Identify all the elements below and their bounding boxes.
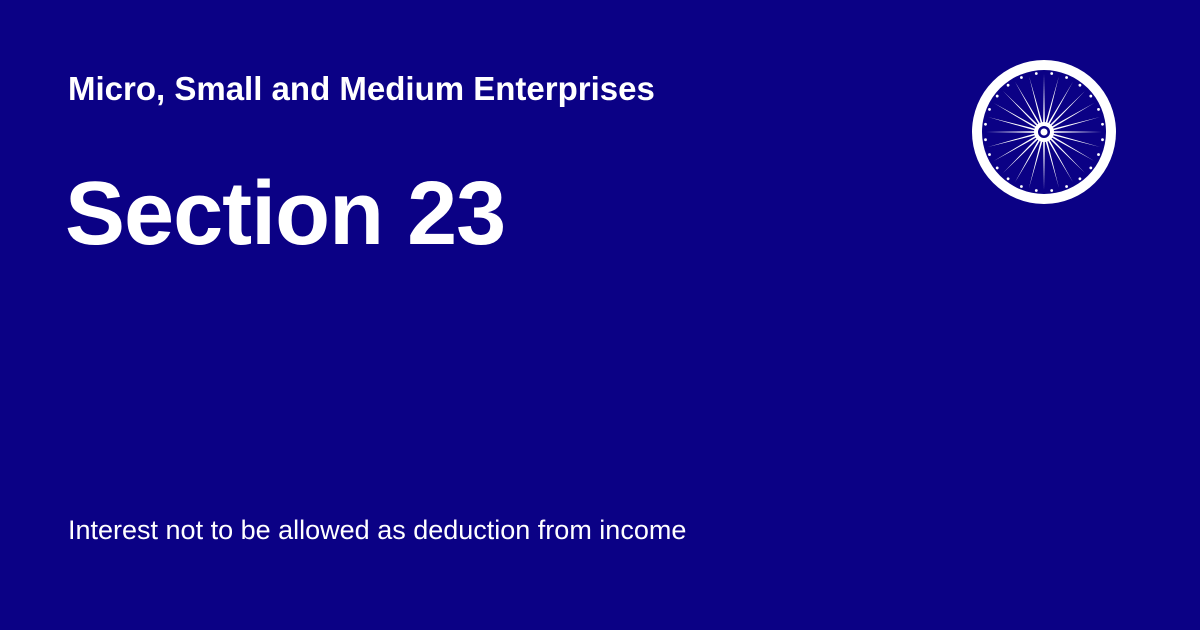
chakra-rim-dot <box>988 153 991 156</box>
section-description: Interest not to be allowed as deduction … <box>68 515 687 545</box>
chakra-rim-dot <box>1097 108 1100 111</box>
chakra-spoke <box>1002 137 1039 174</box>
chakra-rim-dot <box>1101 138 1104 142</box>
chakra-spoke <box>1045 139 1060 189</box>
chakra-rim-dot <box>1089 166 1093 170</box>
chakra-rim-dot <box>1034 72 1038 75</box>
chakra-rim-dot <box>995 94 999 98</box>
chakra-spoke <box>1047 138 1073 183</box>
chakra-spoke <box>1051 116 1101 131</box>
chakra-spoke <box>993 103 1038 129</box>
chakra-spoke <box>1015 138 1041 183</box>
chakra-spoke <box>986 131 1037 133</box>
chakra-rim-dot <box>1089 94 1093 98</box>
chakra-spoke <box>1049 90 1086 127</box>
chakra-spoke <box>993 135 1038 161</box>
chakra-rim-dot <box>1065 76 1068 79</box>
chakra-spoke <box>1050 103 1095 129</box>
chakra-spoke <box>1045 75 1060 125</box>
chakra-rim-dot <box>1020 185 1023 188</box>
chakra-spoke <box>1050 135 1095 161</box>
chakra-spoke <box>1015 81 1041 126</box>
chakra-spoke <box>1051 131 1102 133</box>
chakra-spoke <box>987 116 1037 131</box>
chakra-rim-dot <box>1050 189 1054 192</box>
chakra-rim-dot <box>1006 177 1010 181</box>
section-title: Section 23 <box>65 164 506 264</box>
chakra-rim-dot <box>1097 153 1100 156</box>
chakra-spoke <box>1028 75 1043 125</box>
chakra-rim-dot <box>1034 189 1038 192</box>
act-name: Micro, Small and Medium Enterprises <box>68 70 655 107</box>
chakra-rim-dot <box>1101 122 1104 126</box>
chakra-rim-dot <box>984 122 987 126</box>
chakra-rim-dot <box>995 166 999 170</box>
chakra-rim-dot <box>1078 177 1082 181</box>
chakra-rim-dot <box>1050 72 1054 75</box>
chakra-rim-dot <box>1065 185 1068 188</box>
chakra-spoke <box>1051 133 1101 148</box>
chakra-spoke <box>1049 137 1086 174</box>
ashoka-chakra-icon <box>972 60 1116 204</box>
chakra-spoke <box>1043 74 1045 125</box>
chakra-spoke <box>1028 139 1043 189</box>
chakra-spoke <box>1043 139 1045 190</box>
chakra-spoke <box>1047 81 1073 126</box>
chakra-rim-dot <box>988 108 991 111</box>
chakra-rim-dot <box>1020 76 1023 79</box>
chakra-spoke <box>1002 90 1039 127</box>
chakra-spoke <box>987 133 1037 148</box>
chakra-rim-dot <box>1078 83 1082 87</box>
chakra-rim-dot <box>1006 83 1010 87</box>
chakra-rim-dot <box>984 138 987 142</box>
